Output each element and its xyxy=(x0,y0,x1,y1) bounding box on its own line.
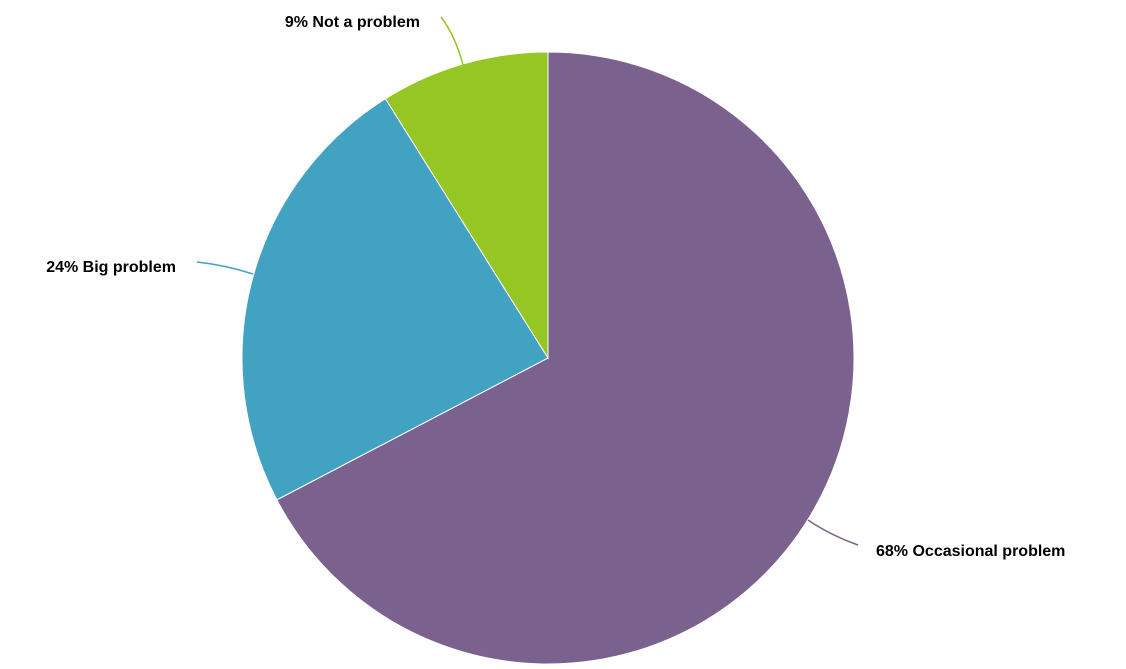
pie-leader-lines xyxy=(196,16,859,546)
leader-line-occasional-problem xyxy=(807,519,859,546)
pie-slice-big-problem xyxy=(241,98,549,501)
slice-label-occasional-problem: 68% Occasional problem xyxy=(876,543,1065,560)
leader-line-big-problem xyxy=(196,261,254,275)
slice-label-big-problem: 24% Big problem xyxy=(46,259,176,276)
pie-slice-occasional-problem xyxy=(276,51,855,665)
pie-labels: 68% Occasional problem 24% Big problem 9% … xyxy=(46,14,1065,560)
leader-line-not-a-problem xyxy=(440,16,464,66)
pie-slices xyxy=(241,51,855,665)
slice-label-not-a-problem: 9% Not a problem xyxy=(285,14,420,31)
